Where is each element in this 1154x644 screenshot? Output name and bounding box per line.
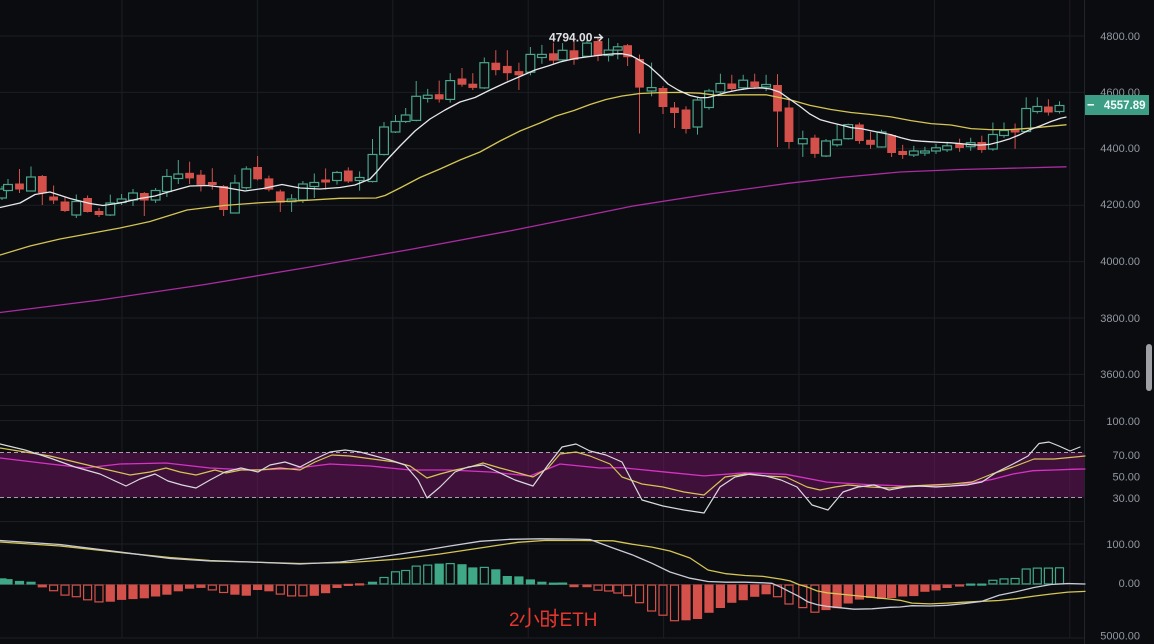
svg-text:70.00: 70.00: [1112, 450, 1140, 462]
svg-text:0.00: 0.00: [1119, 578, 1140, 590]
svg-text:2: 2: [509, 610, 520, 631]
svg-text:3600.00: 3600.00: [1100, 369, 1140, 381]
svg-text:4557.89: 4557.89: [1104, 100, 1146, 112]
svg-text:4794.00: 4794.00: [549, 31, 593, 45]
svg-text:4200.00: 4200.00: [1100, 199, 1140, 211]
svg-text:5000.00: 5000.00: [1100, 631, 1140, 643]
svg-text:4000.00: 4000.00: [1100, 256, 1140, 268]
svg-text:100.00: 100.00: [1106, 416, 1140, 428]
svg-text:50.00: 50.00: [1112, 472, 1140, 484]
svg-text:ETH: ETH: [560, 610, 598, 631]
svg-text:4400.00: 4400.00: [1100, 143, 1140, 155]
svg-text:4800.00: 4800.00: [1100, 31, 1140, 43]
svg-text:100.00: 100.00: [1106, 539, 1140, 551]
svg-text:30.00: 30.00: [1112, 493, 1140, 505]
svg-text:3800.00: 3800.00: [1100, 313, 1140, 325]
